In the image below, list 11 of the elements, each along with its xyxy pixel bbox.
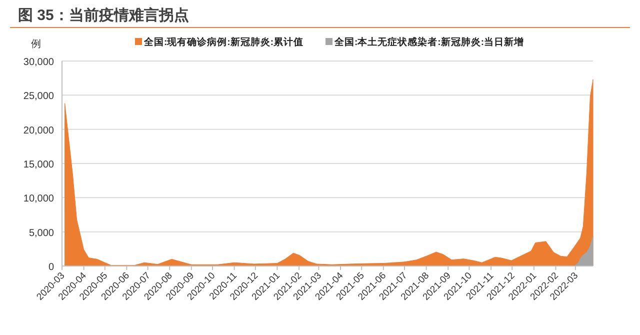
y-tick-label: 0 (48, 262, 54, 273)
y-tick-label: 25,000 (23, 91, 54, 102)
y-tick-label: 30,000 (23, 57, 54, 68)
legend-label: 全国:本土无症状感染者:新冠肺炎:当日新增 (334, 36, 524, 48)
chart-title: 图 35：当前疫情难言拐点 (18, 6, 189, 24)
y-tick-label: 15,000 (23, 160, 54, 170)
y-tick-label: 5,000 (28, 228, 54, 239)
y-axis-title: 例 (31, 39, 41, 50)
y-tick-label: 20,000 (23, 125, 54, 136)
y-tick-label: 10,000 (23, 194, 54, 205)
legend-label: 全国:现有确诊病例:新冠肺炎:累计值 (143, 36, 304, 48)
